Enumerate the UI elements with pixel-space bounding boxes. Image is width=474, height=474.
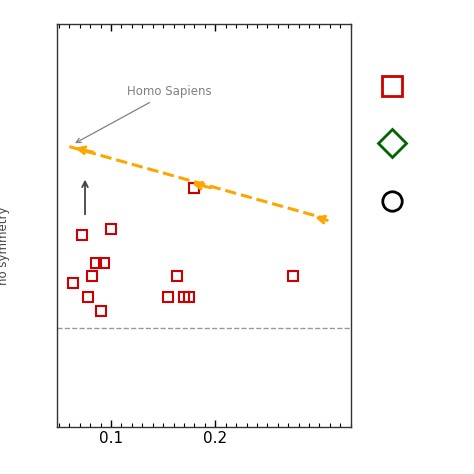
Text: structure: structure [0, 473, 1, 474]
Text: Homo Sapiens: Homo Sapiens [76, 85, 211, 143]
Text: no symmetry: no symmetry [0, 206, 10, 284]
